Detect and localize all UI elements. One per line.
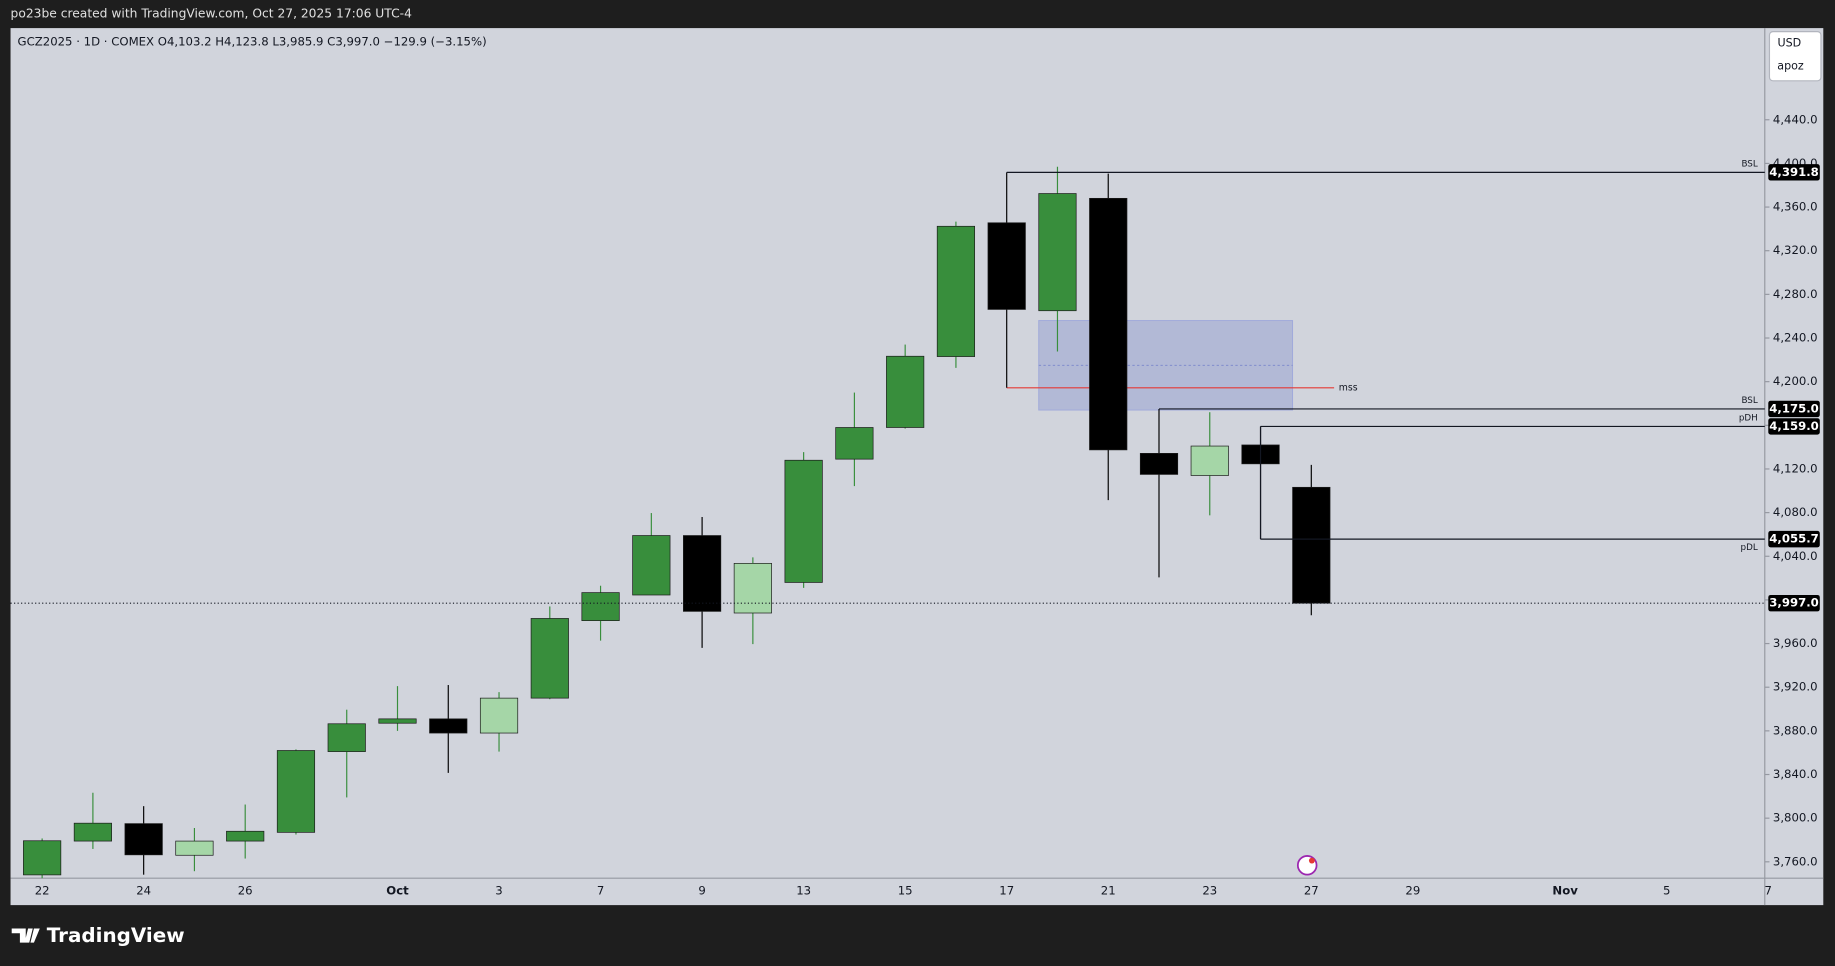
candle-body (784, 459, 823, 583)
y-tick-label: 3,800.0 (1773, 811, 1818, 825)
candle-body (124, 823, 163, 856)
price-label: 4,055.7 (1769, 532, 1819, 546)
candle-body (835, 427, 874, 460)
x-tick-label: 13 (796, 884, 811, 898)
y-tick-label: 4,080.0 (1773, 505, 1818, 519)
candle-body (327, 723, 366, 752)
x-tick-label: 9 (698, 884, 705, 898)
mss-label: mss (1339, 382, 1358, 393)
x-tick-label: 15 (898, 884, 913, 898)
y-tick-label: 3,840.0 (1773, 767, 1818, 781)
x-tick-label: 17 (999, 884, 1014, 898)
y-tick-label: 3,920.0 (1773, 680, 1818, 694)
y-tick-label: 3,960.0 (1773, 636, 1818, 650)
price-label: 4,159.0 (1769, 419, 1819, 433)
y-tick-label: 4,280.0 (1773, 287, 1818, 301)
scale-box[interactable] (1768, 31, 1822, 82)
price-label: 4,175.0 (1769, 401, 1819, 415)
candle-body (936, 225, 976, 357)
scale-label: apoz (1777, 60, 1804, 73)
candle-body (73, 822, 112, 842)
y-tick-label: 4,120.0 (1773, 461, 1818, 475)
x-tick-label: 29 (1405, 884, 1420, 898)
candles (23, 166, 1331, 879)
x-tick-label: 27 (1304, 884, 1319, 898)
price-label-box (1768, 418, 1820, 435)
price-label-box (1768, 530, 1820, 548)
candle-body (429, 718, 468, 734)
level-tag: BSL (1741, 396, 1757, 406)
event-icon-dot (1308, 857, 1315, 864)
candle-body (1139, 453, 1179, 475)
candle-body (175, 840, 214, 856)
candle-body (683, 535, 722, 612)
y-tick-label: 4,240.0 (1773, 331, 1818, 345)
candle-body (226, 830, 265, 842)
level-tag: pDL (1741, 543, 1758, 553)
candle-body (987, 222, 1026, 310)
currency: USD (1777, 36, 1801, 49)
candle-body (733, 563, 772, 614)
price-label: 4,391.8 (1769, 165, 1819, 179)
price-label: 3,997.0 (1769, 596, 1819, 610)
brand-name: TradingView (47, 924, 185, 947)
x-tick-label: 7 (1764, 884, 1771, 898)
y-tick-label: 4,040.0 (1773, 549, 1818, 563)
y-tick-label: 4,200.0 (1773, 374, 1818, 388)
x-tick-label: 26 (238, 884, 253, 898)
candle-body (1190, 445, 1229, 476)
candle-body (1292, 486, 1331, 604)
level-tag: BSL (1741, 160, 1757, 170)
y-tick-label: 3,760.0 (1773, 854, 1818, 868)
x-tick-label: 5 (1663, 884, 1670, 898)
x-tick-label: 22 (35, 884, 50, 898)
x-tick-label: Nov (1552, 884, 1578, 898)
x-tick-label: 3 (495, 884, 502, 898)
price-label-box (1768, 594, 1820, 612)
level-tag: pDH (1739, 414, 1758, 424)
x-tick-label: 21 (1101, 884, 1116, 898)
candle-body (479, 697, 519, 734)
candle-body (378, 718, 417, 724)
candle-body (530, 618, 569, 699)
x-tick-label: 24 (136, 884, 151, 898)
x-tick-label: Oct (386, 884, 409, 898)
y-tick-label: 3,880.0 (1773, 723, 1818, 737)
candle-body (632, 535, 671, 596)
caption: po23be created with TradingView.com, Oct… (11, 7, 413, 21)
candle-body (276, 750, 316, 833)
price-label-box (1768, 400, 1820, 418)
y-tick-label: 4,440.0 (1773, 112, 1818, 126)
x-tick-label: 7 (597, 884, 604, 898)
y-tick-label: 4,360.0 (1773, 200, 1818, 214)
brand-logo (11, 928, 40, 943)
x-tick-label: 23 (1202, 884, 1217, 898)
candle-body (23, 840, 62, 876)
brand: TradingView (11, 924, 185, 947)
candle-body (581, 592, 620, 621)
symbol-legend: GCZ2025 · 1D · COMEX O4,103.2 H4,123.8 L… (18, 35, 487, 49)
candle-body (1089, 197, 1128, 451)
price-label-box (1768, 164, 1820, 181)
candle-body (1038, 193, 1077, 312)
y-tick-label: 4,320.0 (1773, 243, 1818, 257)
candle-body (886, 355, 925, 428)
